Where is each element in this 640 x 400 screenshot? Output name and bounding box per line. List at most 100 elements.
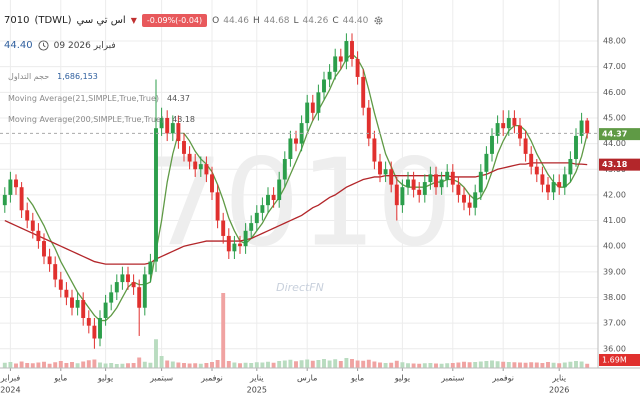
volume-bar — [467, 362, 472, 368]
candle-body — [579, 120, 584, 136]
candle-body — [53, 264, 58, 280]
y-tick-label: 45.00 — [603, 113, 626, 122]
candle-body — [322, 79, 326, 93]
candle-body — [260, 205, 265, 213]
volume-bar — [518, 362, 522, 368]
candle-body — [137, 287, 142, 308]
x-tick-label: نوفمبر — [491, 374, 514, 383]
candle-body — [350, 41, 354, 59]
candle-body — [557, 182, 562, 188]
volume-bar — [529, 362, 534, 368]
volume-bar — [327, 360, 332, 368]
volume-bar — [389, 362, 394, 368]
candle-body — [456, 184, 461, 195]
volume-bar — [193, 363, 198, 368]
candle-body — [473, 192, 478, 208]
candle-body — [327, 71, 332, 80]
legend-value: 44.37 — [167, 94, 190, 103]
legend-label: حجم التداول — [8, 72, 50, 81]
volume-bar — [159, 356, 164, 368]
volume-bar — [361, 360, 366, 368]
volume-bar — [36, 362, 41, 368]
ohlc-value: 44.46 — [223, 15, 249, 26]
volume-bar — [249, 363, 254, 368]
candle-body — [305, 102, 310, 124]
volume-bar — [579, 361, 584, 368]
dropdown-arrow[interactable]: ▼ — [130, 16, 137, 25]
volume-bar — [562, 362, 567, 368]
x-tick-label: مارس — [297, 374, 317, 383]
candle-body — [204, 164, 209, 175]
volume-bar — [243, 362, 248, 368]
volume-bar — [53, 362, 58, 368]
candle-body — [2, 194, 7, 206]
candle-body — [445, 171, 450, 180]
volume-bar — [19, 361, 24, 368]
volume-bar — [58, 361, 63, 368]
candle-body — [439, 179, 444, 188]
y-tick-label: 48.00 — [603, 37, 626, 46]
x-tick-label: يناير — [249, 374, 264, 383]
volume-bar — [75, 363, 80, 368]
volume-bar — [277, 361, 282, 368]
volume-bar — [42, 361, 46, 368]
candle-body — [30, 220, 35, 231]
company-name: اس تي سي — [76, 15, 126, 26]
volume-bar — [322, 359, 326, 368]
settings-icon[interactable] — [373, 15, 384, 26]
volume-bar — [557, 363, 562, 368]
volume-bar — [411, 363, 416, 368]
volume-bar — [148, 362, 153, 368]
volume-bar — [417, 363, 422, 368]
candle-body — [518, 125, 522, 139]
candle-body — [406, 179, 410, 188]
candle-body — [546, 184, 550, 193]
candle-body — [501, 123, 506, 129]
candle-body — [355, 58, 360, 77]
price-badge-label: 43.18 — [602, 160, 628, 169]
candle-body — [467, 202, 472, 208]
volume-bar — [98, 362, 102, 368]
volume-bar — [551, 362, 556, 368]
ohlc-key: H — [252, 15, 260, 26]
candle-body — [394, 184, 399, 206]
candle-body — [42, 241, 46, 257]
candle-body — [109, 292, 114, 303]
y-tick-label: 44.00 — [603, 139, 626, 148]
candle-body — [64, 289, 69, 298]
volume-bar — [187, 363, 192, 368]
candle-body — [490, 135, 494, 154]
candle-body — [495, 123, 500, 136]
volume-bar — [198, 363, 203, 368]
ohlc: O 44.46 H 44.68 L 44.26 C 44.40 — [212, 16, 368, 26]
exchange: (TDWL) — [34, 15, 72, 26]
volume-bar — [92, 359, 97, 368]
volume-bar — [25, 363, 30, 368]
candle-body — [159, 117, 164, 129]
volume-bar — [131, 363, 136, 368]
x-tick-label: فبراير — [0, 374, 20, 383]
volume-bar — [310, 360, 315, 368]
volume-bar — [294, 361, 298, 368]
volume-bar — [282, 360, 287, 368]
volume-bar — [154, 339, 158, 368]
candle-body — [243, 230, 248, 247]
candle-body — [288, 138, 293, 159]
volume-bar — [445, 363, 450, 368]
volume-bar — [64, 363, 69, 368]
candle-body — [277, 179, 282, 201]
candle-body — [294, 138, 298, 144]
volume-bar — [338, 361, 343, 368]
volume-bar — [260, 362, 265, 368]
candle-body — [215, 192, 220, 221]
candle-body — [98, 317, 102, 339]
volume-bar — [428, 363, 433, 368]
candle-body — [154, 128, 158, 262]
volume-bar — [215, 360, 220, 368]
legend-label: Moving Average(200,SIMPLE,True,True) — [8, 115, 165, 124]
volume-bar — [103, 363, 108, 368]
y-tick-label: 39.00 — [603, 267, 626, 276]
candle-body — [170, 123, 175, 134]
candle-body — [478, 171, 483, 193]
